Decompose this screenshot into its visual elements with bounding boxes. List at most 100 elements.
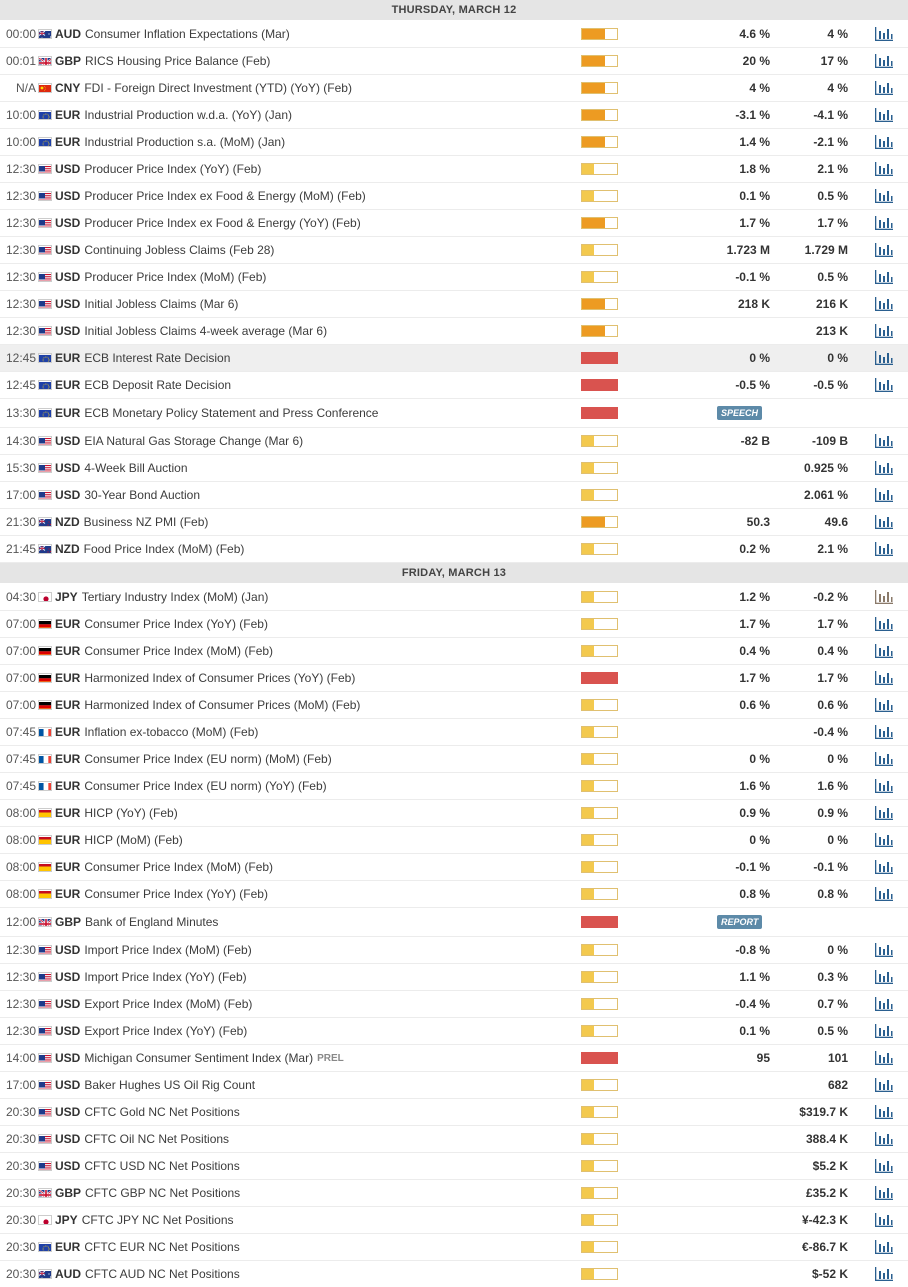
- bar-chart-icon[interactable]: [874, 514, 894, 530]
- event-name[interactable]: EUR ECB Interest Rate Decision: [55, 345, 575, 371]
- event-name[interactable]: GBP Bank of England Minutes: [55, 908, 575, 936]
- bar-chart-icon[interactable]: [874, 242, 894, 258]
- bar-chart-icon[interactable]: [874, 80, 894, 96]
- event-title[interactable]: 4-Week Bill Auction: [84, 461, 188, 475]
- event-name[interactable]: USD Export Price Index (MoM) (Feb): [55, 991, 575, 1017]
- event-title[interactable]: Producer Price Index (MoM) (Feb): [84, 270, 267, 284]
- event-row[interactable]: 07:45 EUR Consumer Price Index (EU norm) (…: [0, 746, 908, 773]
- event-title[interactable]: Inflation ex-tobacco (MoM) (Feb): [84, 725, 259, 739]
- event-row[interactable]: 14:30 USD EIA Natural Gas Storage Change (…: [0, 428, 908, 455]
- event-row[interactable]: 00:01 GBP RICS Housing Price Balance (Feb)…: [0, 48, 908, 75]
- event-title[interactable]: Producer Price Index ex Food & Energy (M…: [84, 189, 366, 203]
- bar-chart-icon[interactable]: [874, 751, 894, 767]
- event-title[interactable]: RICS Housing Price Balance (Feb): [85, 54, 271, 68]
- event-name[interactable]: EUR Consumer Price Index (EU norm) (YoY) …: [55, 773, 575, 799]
- event-title[interactable]: Consumer Price Index (MoM) (Feb): [84, 860, 274, 874]
- event-name[interactable]: USD Initial Jobless Claims (Mar 6): [55, 291, 575, 317]
- event-row[interactable]: 12:30 USD Initial Jobless Claims 4-week av…: [0, 318, 908, 345]
- event-title[interactable]: Tertiary Industry Index (MoM) (Jan): [81, 590, 269, 604]
- event-row[interactable]: 07:00 EUR Consumer Price Index (MoM) (Feb)…: [0, 638, 908, 665]
- bar-chart-icon[interactable]: [874, 886, 894, 902]
- event-name[interactable]: JPY Tertiary Industry Index (MoM) (Jan): [55, 584, 575, 610]
- event-row[interactable]: 20:30 USD CFTC USD NC Net Positions $5.2 K: [0, 1153, 908, 1180]
- event-name[interactable]: AUD CFTC AUD NC Net Positions: [55, 1261, 575, 1287]
- event-name[interactable]: CNY FDI - Foreign Direct Investment (YTD)…: [55, 75, 575, 101]
- event-title[interactable]: CFTC JPY NC Net Positions: [81, 1213, 234, 1227]
- event-row[interactable]: 12:00 GBP Bank of England Minutes REPORT: [0, 908, 908, 937]
- event-name[interactable]: EUR Inflation ex-tobacco (MoM) (Feb): [55, 719, 575, 745]
- event-name[interactable]: USD Producer Price Index (YoY) (Feb): [55, 156, 575, 182]
- bar-chart-icon[interactable]: [874, 188, 894, 204]
- bar-chart-icon[interactable]: [874, 1212, 894, 1228]
- event-title[interactable]: Export Price Index (YoY) (Feb): [84, 1024, 248, 1038]
- event-title[interactable]: Producer Price Index ex Food & Energy (Y…: [84, 216, 361, 230]
- event-name[interactable]: EUR HICP (YoY) (Feb): [55, 800, 575, 826]
- event-name[interactable]: USD Export Price Index (YoY) (Feb): [55, 1018, 575, 1044]
- event-name[interactable]: USD Continuing Jobless Claims (Feb 28): [55, 237, 575, 263]
- event-row[interactable]: 20:30 JPY CFTC JPY NC Net Positions ¥-42.3 …: [0, 1207, 908, 1234]
- event-title[interactable]: Food Price Index (MoM) (Feb): [83, 542, 245, 556]
- event-title[interactable]: CFTC USD NC Net Positions: [84, 1159, 240, 1173]
- event-name[interactable]: USD EIA Natural Gas Storage Change (Mar 6…: [55, 428, 575, 454]
- event-name[interactable]: NZD Business NZ PMI (Feb): [55, 509, 575, 535]
- event-name[interactable]: GBP CFTC GBP NC Net Positions: [55, 1180, 575, 1206]
- event-row[interactable]: 20:30 AUD CFTC AUD NC Net Positions $-52 K: [0, 1261, 908, 1287]
- bar-chart-icon[interactable]: [874, 670, 894, 686]
- event-title[interactable]: Import Price Index (MoM) (Feb): [84, 943, 252, 957]
- event-name[interactable]: EUR Consumer Price Index (EU norm) (MoM) …: [55, 746, 575, 772]
- bar-chart-icon[interactable]: [874, 433, 894, 449]
- bar-chart-icon[interactable]: [874, 215, 894, 231]
- bar-chart-icon[interactable]: [874, 697, 894, 713]
- event-row[interactable]: 08:00 EUR Consumer Price Index (MoM) (Feb)…: [0, 854, 908, 881]
- event-row[interactable]: 21:45 NZD Food Price Index (MoM) (Feb) 0.2 …: [0, 536, 908, 563]
- event-title[interactable]: HICP (MoM) (Feb): [84, 833, 183, 847]
- event-title[interactable]: ECB Monetary Policy Statement and Press …: [84, 406, 379, 420]
- event-name[interactable]: USD CFTC Gold NC Net Positions: [55, 1099, 575, 1125]
- event-title[interactable]: Continuing Jobless Claims (Feb 28): [84, 243, 275, 257]
- bar-chart-icon[interactable]: [874, 1266, 894, 1282]
- event-row[interactable]: 07:45 EUR Consumer Price Index (EU norm) (…: [0, 773, 908, 800]
- bar-chart-icon[interactable]: [874, 969, 894, 985]
- event-name[interactable]: USD Michigan Consumer Sentiment Index (Ma…: [55, 1045, 575, 1071]
- event-title[interactable]: EIA Natural Gas Storage Change (Mar 6): [84, 434, 304, 448]
- event-name[interactable]: EUR Consumer Price Index (MoM) (Feb): [55, 854, 575, 880]
- bar-chart-icon[interactable]: [874, 26, 894, 42]
- event-title[interactable]: FDI - Foreign Direct Investment (YTD) (Y…: [84, 81, 352, 95]
- bar-chart-icon[interactable]: [874, 1050, 894, 1066]
- event-row[interactable]: 12:30 USD Continuing Jobless Claims (Feb 2…: [0, 237, 908, 264]
- event-title[interactable]: Export Price Index (MoM) (Feb): [84, 997, 253, 1011]
- event-name[interactable]: GBP RICS Housing Price Balance (Feb): [55, 48, 575, 74]
- event-name[interactable]: USD Producer Price Index ex Food & Energy…: [55, 183, 575, 209]
- event-name[interactable]: EUR HICP (MoM) (Feb): [55, 827, 575, 853]
- event-name[interactable]: EUR Consumer Price Index (YoY) (Feb): [55, 611, 575, 637]
- event-name[interactable]: USD 4-Week Bill Auction: [55, 455, 575, 481]
- event-row[interactable]: 07:00 EUR Harmonized Index of Consumer Pri…: [0, 665, 908, 692]
- event-title[interactable]: HICP (YoY) (Feb): [84, 806, 178, 820]
- event-title[interactable]: Industrial Production s.a. (MoM) (Jan): [84, 135, 286, 149]
- event-row[interactable]: 12:30 USD Export Price Index (MoM) (Feb) -0…: [0, 991, 908, 1018]
- event-row[interactable]: 12:45 EUR ECB Interest Rate Decision 0 % 0 %: [0, 345, 908, 372]
- event-title[interactable]: Harmonized Index of Consumer Prices (YoY…: [84, 671, 356, 685]
- bar-chart-icon[interactable]: [874, 134, 894, 150]
- event-row[interactable]: 14:00 USD Michigan Consumer Sentiment Inde…: [0, 1045, 908, 1072]
- event-name[interactable]: NZD Food Price Index (MoM) (Feb): [55, 536, 575, 562]
- event-row[interactable]: 04:30 JPY Tertiary Industry Index (MoM) (J…: [0, 584, 908, 611]
- bar-chart-icon[interactable]: [874, 724, 894, 740]
- event-title[interactable]: Consumer Price Index (YoY) (Feb): [84, 617, 268, 631]
- event-name[interactable]: EUR Harmonized Index of Consumer Prices (…: [55, 692, 575, 718]
- bar-chart-icon[interactable]: [874, 859, 894, 875]
- event-title[interactable]: ECB Interest Rate Decision: [84, 351, 231, 365]
- event-name[interactable]: USD Initial Jobless Claims 4-week average…: [55, 318, 575, 344]
- event-title[interactable]: Initial Jobless Claims 4-week average (M…: [84, 324, 328, 338]
- event-title[interactable]: Bank of England Minutes: [85, 915, 219, 929]
- event-row[interactable]: 20:30 EUR CFTC EUR NC Net Positions €-86.7 …: [0, 1234, 908, 1261]
- bar-chart-icon[interactable]: [874, 1131, 894, 1147]
- event-row[interactable]: 07:45 EUR Inflation ex-tobacco (MoM) (Feb)…: [0, 719, 908, 746]
- event-row[interactable]: 12:30 USD Producer Price Index (MoM) (Feb)…: [0, 264, 908, 291]
- event-title[interactable]: Business NZ PMI (Feb): [83, 515, 209, 529]
- bar-chart-icon[interactable]: [874, 1077, 894, 1093]
- event-title[interactable]: Harmonized Index of Consumer Prices (MoM…: [84, 698, 361, 712]
- event-row[interactable]: 20:30 USD CFTC Gold NC Net Positions $319.7…: [0, 1099, 908, 1126]
- event-name[interactable]: AUD Consumer Inflation Expectations (Mar): [55, 21, 575, 47]
- bar-chart-icon[interactable]: [874, 832, 894, 848]
